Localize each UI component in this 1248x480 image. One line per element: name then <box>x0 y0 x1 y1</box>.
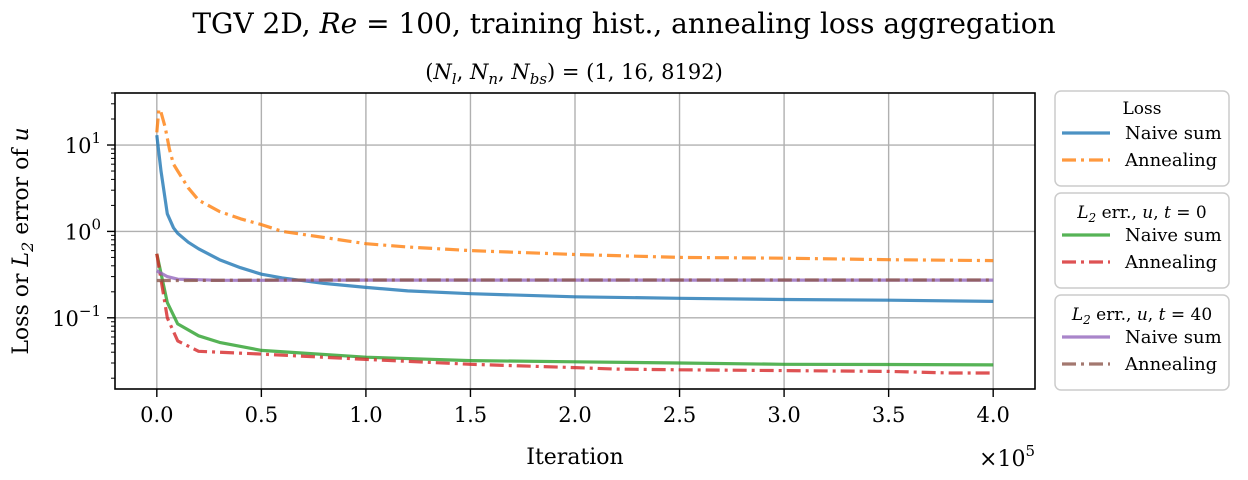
series-line-3 <box>155 253 994 375</box>
legend-entries: Naive sum Annealing Naive sum Annealing Naiv… <box>1062 123 1222 375</box>
x-tick-label: 0.5 <box>245 403 278 427</box>
series-line-0 <box>155 135 994 303</box>
x-tick-label: 2.0 <box>558 403 591 427</box>
chart-subtitle: (Nl, Nn, Nbs) = (1, 16, 8192) <box>425 60 723 88</box>
legend: Loss L2 err., u, t = 0 L2 err., u, t = 4… <box>1054 90 1230 391</box>
legend-title-t0: L2 err., u, t = 0 <box>1076 203 1206 225</box>
x-tick-label: 2.5 <box>663 403 696 427</box>
y-tick-label: 100 <box>65 215 101 244</box>
y-axis-label: Loss or L2 error of u <box>9 127 37 354</box>
grid <box>115 93 1035 389</box>
series-layer <box>155 107 994 375</box>
x-tick-label: 3.0 <box>767 403 800 427</box>
legend-box-t40 <box>1054 294 1230 391</box>
series-line-2 <box>155 253 994 367</box>
series-line-1 <box>155 107 994 263</box>
ticks: 0.0 0.5 1.0 1.5 2.0 2.5 3.0 3.5 4.0 10−1 100 101 <box>52 92 1010 427</box>
legend-label: Naive sum <box>1125 327 1222 348</box>
legend-label: Naive sum <box>1125 123 1222 144</box>
legend-box-loss <box>1054 90 1230 187</box>
legend-title-loss: Loss <box>1123 99 1162 119</box>
legend-label: Annealing <box>1124 150 1217 171</box>
series-line-5 <box>156 278 994 283</box>
series-line-4 <box>156 269 994 282</box>
x-tick-label: 3.5 <box>872 403 905 427</box>
x-tick-label: 4.0 <box>976 403 1009 427</box>
y-tick-label: 10−1 <box>52 302 101 331</box>
x-axis-label: Iteration <box>526 445 623 470</box>
legend-box-t0 <box>1054 192 1230 289</box>
legend-label: Annealing <box>1124 252 1217 273</box>
chart-title: TGV 2D, Re = 100, training hist., anneal… <box>192 7 1055 40</box>
x-tick-label: 1.5 <box>454 403 487 427</box>
legend-title-t40: L2 err., u, t = 40 <box>1071 305 1212 327</box>
legend-label: Naive sum <box>1125 225 1222 246</box>
x-multiplier: ×105 <box>979 442 1035 472</box>
x-tick-label: 1.0 <box>349 403 382 427</box>
legend-label: Annealing <box>1124 354 1217 375</box>
x-tick-label: 0.0 <box>140 403 173 427</box>
y-tick-label: 101 <box>65 129 101 158</box>
